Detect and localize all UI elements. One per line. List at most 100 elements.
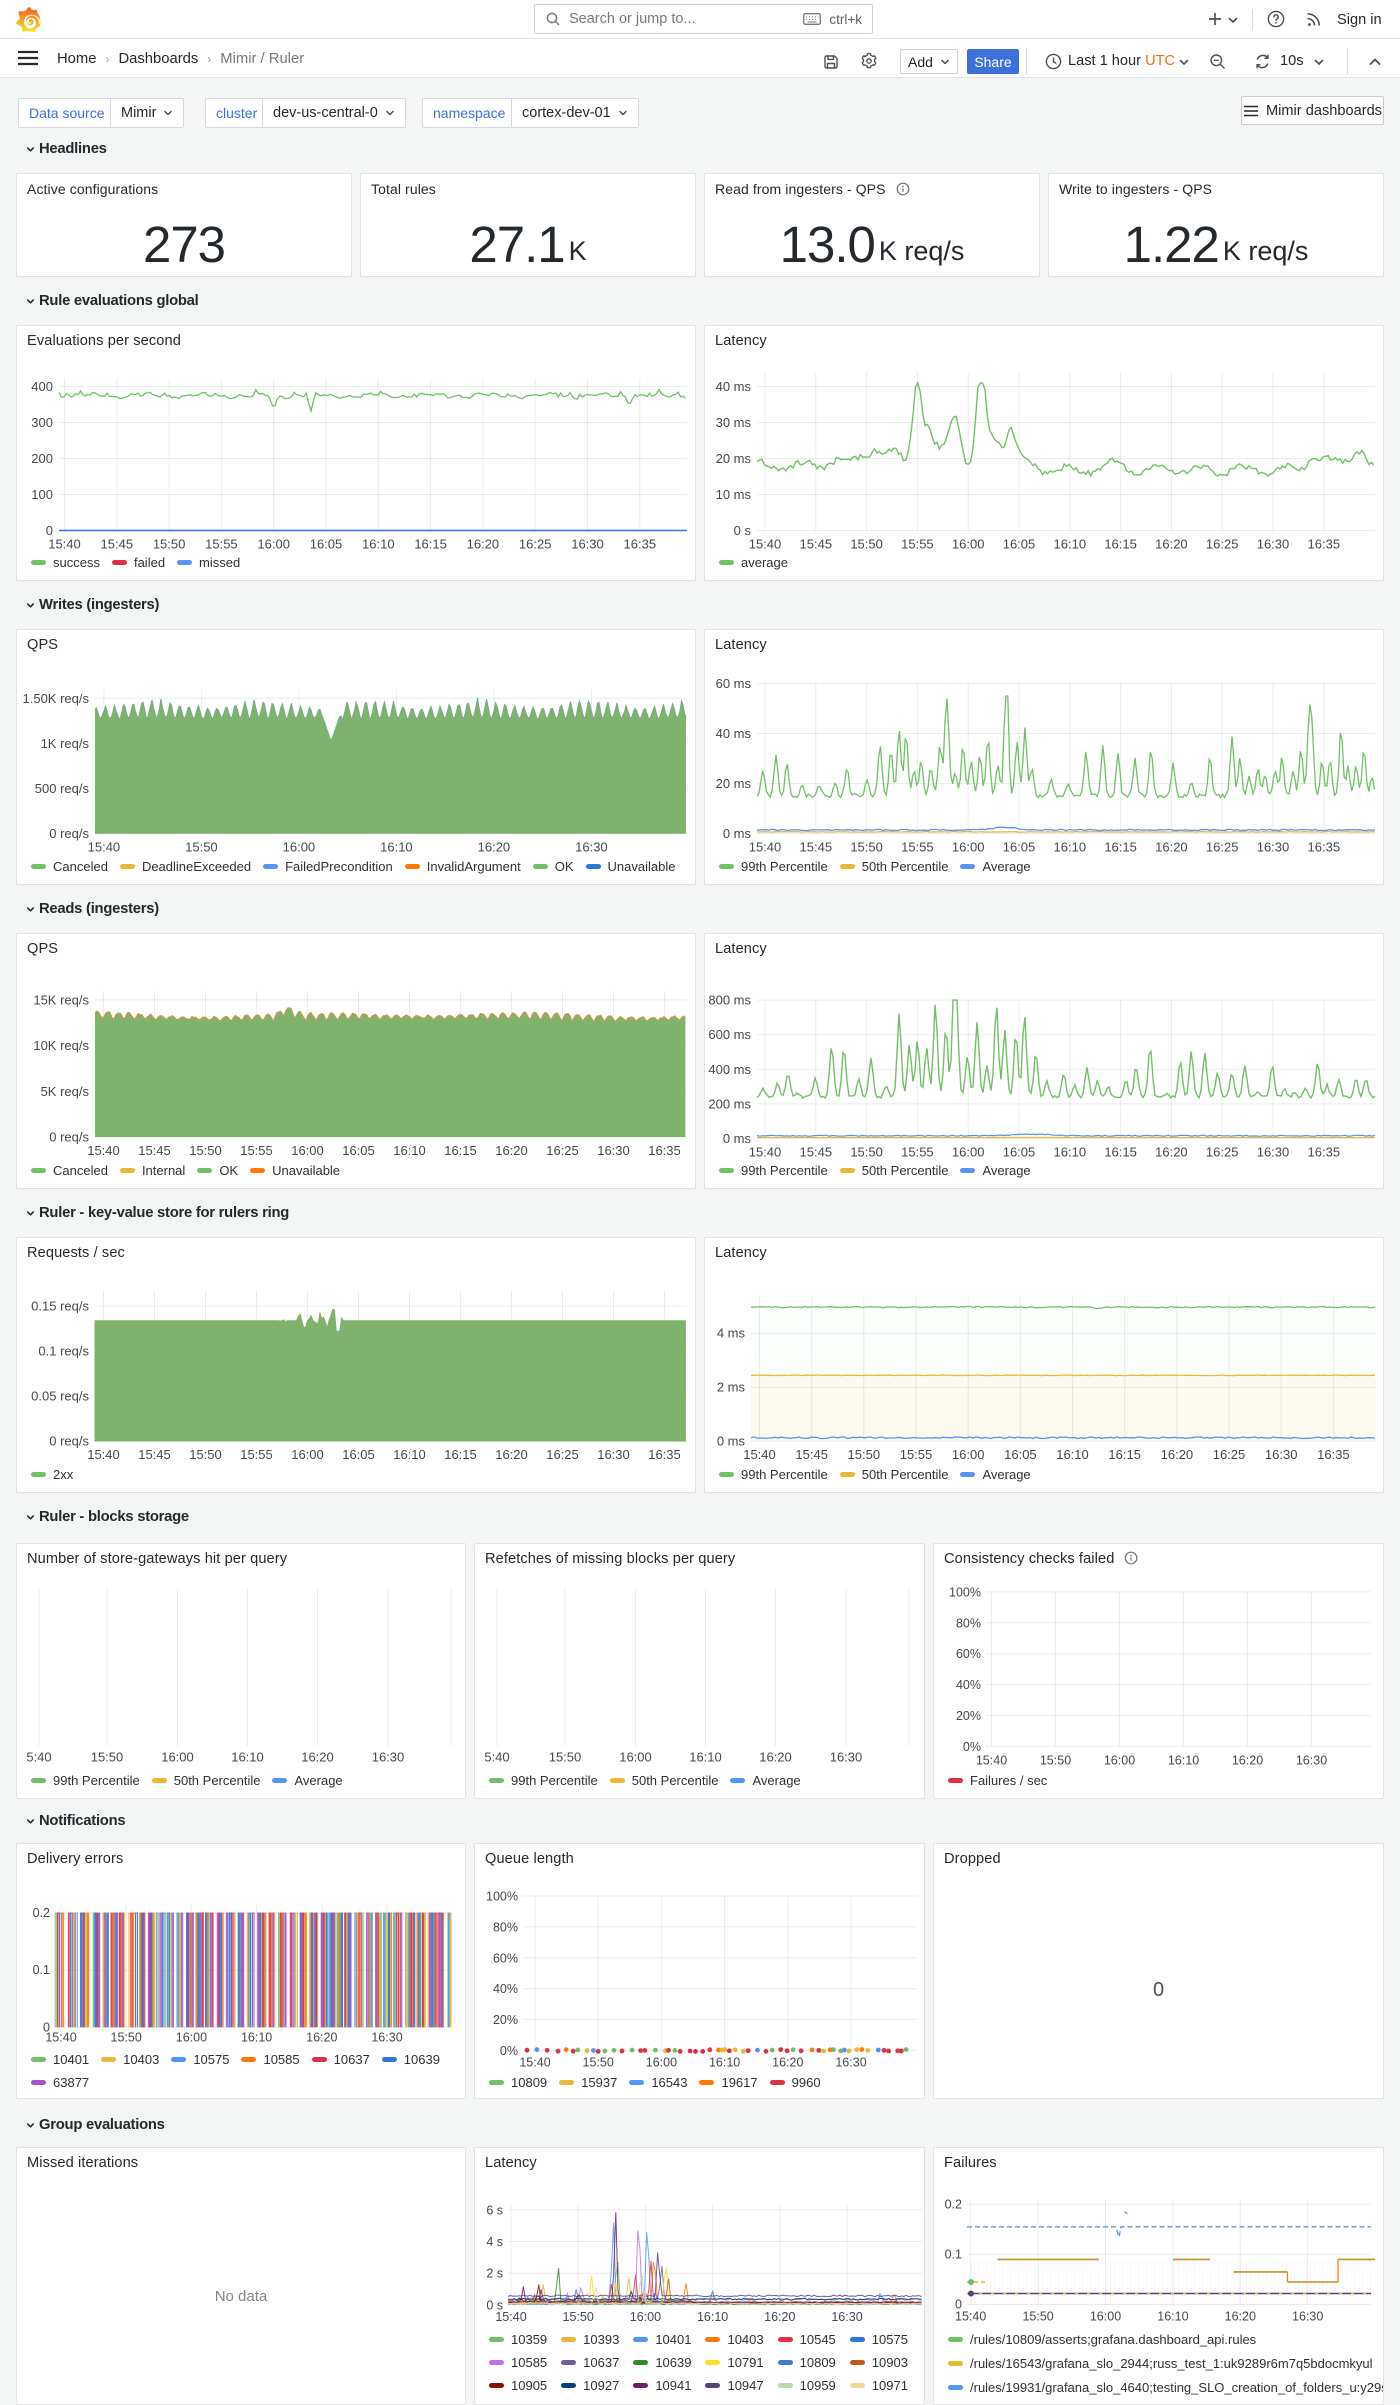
svg-text:16:00: 16:00 — [257, 537, 290, 552]
svg-text:0%: 0% — [963, 1740, 981, 1754]
svg-text:0.2: 0.2 — [945, 2197, 962, 2211]
svg-text:200 ms: 200 ms — [708, 1096, 751, 1111]
svg-text:16:20: 16:20 — [301, 1750, 334, 1765]
svg-text:16:30: 16:30 — [597, 1143, 630, 1158]
svg-text:6 s: 6 s — [486, 2203, 503, 2217]
svg-text:15:55: 15:55 — [901, 537, 934, 552]
svg-text:16:20: 16:20 — [495, 1143, 528, 1158]
svg-text:15:50: 15:50 — [153, 537, 186, 552]
svg-text:15:40: 15:40 — [749, 1145, 782, 1160]
svg-text:16:10: 16:10 — [1054, 840, 1087, 855]
svg-text:0 s: 0 s — [734, 523, 752, 538]
svg-text:16:30: 16:30 — [1257, 1145, 1290, 1160]
svg-text:60 ms: 60 ms — [716, 676, 752, 691]
svg-text:16:25: 16:25 — [546, 1143, 579, 1158]
svg-text:60%: 60% — [956, 1647, 981, 1661]
svg-text:500 req/s: 500 req/s — [35, 781, 90, 796]
svg-text:15:45: 15:45 — [800, 840, 833, 855]
svg-text:40 ms: 40 ms — [716, 379, 752, 394]
svg-text:16:20: 16:20 — [1225, 2310, 1256, 2324]
svg-text:15:40: 15:40 — [749, 840, 782, 855]
svg-text:16:00: 16:00 — [630, 2310, 661, 2324]
svg-text:16:00: 16:00 — [646, 2056, 677, 2070]
svg-text:40%: 40% — [956, 1678, 981, 1692]
svg-text:16:05: 16:05 — [310, 537, 343, 552]
svg-text:16:10: 16:10 — [689, 1750, 722, 1765]
svg-text:16:20: 16:20 — [1155, 840, 1188, 855]
svg-text:0 s: 0 s — [486, 2298, 503, 2312]
svg-text:40 ms: 40 ms — [716, 726, 752, 741]
svg-text:16:30: 16:30 — [830, 1750, 863, 1765]
svg-text:100%: 100% — [486, 1890, 518, 1904]
svg-text:15:50: 15:50 — [563, 2310, 594, 2324]
svg-text:15:40: 15:40 — [88, 840, 121, 855]
svg-text:16:30: 16:30 — [1292, 2310, 1323, 2324]
svg-text:16:00: 16:00 — [619, 1750, 652, 1765]
svg-text:16:15: 16:15 — [444, 1447, 477, 1462]
svg-text:15:50: 15:50 — [189, 1143, 222, 1158]
svg-text:16:10: 16:10 — [1056, 1447, 1089, 1462]
svg-text:60%: 60% — [493, 1951, 518, 1965]
svg-text:16:10: 16:10 — [231, 1750, 264, 1765]
svg-text:16:10: 16:10 — [1157, 2310, 1188, 2324]
svg-text:5:40: 5:40 — [484, 1750, 509, 1765]
svg-text:16:30: 16:30 — [831, 2310, 862, 2324]
svg-text:0: 0 — [955, 2298, 962, 2312]
svg-text:16:20: 16:20 — [759, 1750, 792, 1765]
svg-text:0.15 req/s: 0.15 req/s — [31, 1299, 89, 1314]
svg-text:15K req/s: 15K req/s — [33, 992, 89, 1007]
svg-text:16:10: 16:10 — [241, 2030, 272, 2044]
svg-text:15:40: 15:40 — [743, 1447, 776, 1462]
svg-text:16:05: 16:05 — [1004, 1447, 1037, 1462]
svg-text:4 s: 4 s — [486, 2235, 503, 2249]
svg-text:0.1: 0.1 — [945, 2247, 962, 2261]
svg-text:16:05: 16:05 — [1003, 840, 1036, 855]
svg-text:16:30: 16:30 — [571, 537, 604, 552]
svg-text:0%: 0% — [500, 2044, 518, 2058]
svg-text:16:10: 16:10 — [393, 1143, 426, 1158]
svg-text:16:35: 16:35 — [1308, 537, 1341, 552]
svg-text:16:25: 16:25 — [1206, 840, 1239, 855]
svg-text:0.05 req/s: 0.05 req/s — [31, 1389, 89, 1404]
svg-text:16:00: 16:00 — [1104, 1753, 1135, 1767]
svg-text:16:05: 16:05 — [342, 1447, 375, 1462]
svg-text:16:00: 16:00 — [952, 1145, 985, 1160]
svg-text:16:30: 16:30 — [1257, 840, 1290, 855]
svg-text:10 ms: 10 ms — [716, 487, 752, 502]
svg-text:30 ms: 30 ms — [716, 415, 752, 430]
svg-text:16:30: 16:30 — [597, 1447, 630, 1462]
svg-text:16:20: 16:20 — [1161, 1447, 1194, 1462]
svg-text:600 ms: 600 ms — [708, 1027, 751, 1042]
svg-text:16:35: 16:35 — [1308, 1145, 1341, 1160]
svg-text:0 req/s: 0 req/s — [49, 1130, 89, 1145]
svg-text:15:55: 15:55 — [240, 1447, 273, 1462]
svg-text:0 ms: 0 ms — [717, 1434, 746, 1449]
svg-text:16:10: 16:10 — [709, 2056, 740, 2070]
svg-text:16:20: 16:20 — [478, 840, 511, 855]
svg-text:15:45: 15:45 — [800, 537, 833, 552]
svg-text:15:40: 15:40 — [495, 2310, 526, 2324]
svg-text:15:55: 15:55 — [900, 1447, 933, 1462]
svg-text:100: 100 — [31, 487, 53, 502]
svg-text:15:45: 15:45 — [800, 1145, 833, 1160]
svg-text:15:45: 15:45 — [101, 537, 134, 552]
svg-text:1.50K req/s: 1.50K req/s — [23, 691, 90, 706]
svg-text:15:55: 15:55 — [240, 1143, 273, 1158]
svg-text:16:30: 16:30 — [575, 840, 608, 855]
svg-text:16:10: 16:10 — [380, 840, 413, 855]
svg-text:15:40: 15:40 — [48, 537, 81, 552]
svg-text:15:55: 15:55 — [901, 840, 934, 855]
svg-text:15:50: 15:50 — [850, 840, 883, 855]
svg-text:20 ms: 20 ms — [716, 451, 752, 466]
svg-text:15:50: 15:50 — [583, 2056, 614, 2070]
svg-text:0 ms: 0 ms — [723, 1131, 752, 1146]
svg-text:15:40: 15:40 — [87, 1447, 120, 1462]
svg-text:16:35: 16:35 — [1317, 1447, 1350, 1462]
svg-text:15:50: 15:50 — [111, 2030, 142, 2044]
svg-text:16:25: 16:25 — [1213, 1447, 1246, 1462]
svg-text:16:05: 16:05 — [1003, 1145, 1036, 1160]
svg-text:15:40: 15:40 — [955, 2310, 986, 2324]
svg-text:16:20: 16:20 — [1155, 1145, 1188, 1160]
svg-text:16:15: 16:15 — [444, 1143, 477, 1158]
svg-text:16:15: 16:15 — [414, 537, 447, 552]
